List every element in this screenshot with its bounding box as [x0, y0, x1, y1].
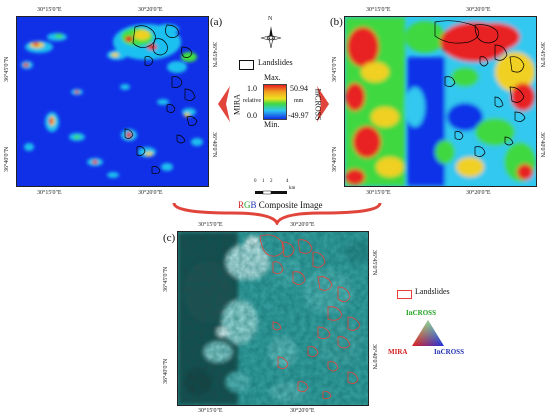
- lat-label-a1: 36°45'0"N: [4, 56, 10, 82]
- scale-bar-graphic: [255, 190, 287, 195]
- panel-b-label: (b): [330, 16, 343, 28]
- lat-label-b3: 36°45'0"N: [539, 42, 545, 68]
- colorbar-mm-min: -49.97: [288, 111, 309, 120]
- scale-1: 1: [262, 179, 265, 184]
- rgb-composite-map: [178, 232, 368, 405]
- landslide-legend-top: Landslides: [258, 58, 293, 67]
- north-letter: N: [268, 16, 273, 22]
- panel-c-label: (c): [163, 232, 176, 244]
- lat-label-a2: 36°40'0"N: [4, 146, 10, 172]
- rgb-triangle-icon: [412, 320, 444, 346]
- left-arrow-icon: [218, 86, 230, 122]
- left-arrow: [218, 86, 230, 127]
- left-method-label: MIRA: [232, 94, 242, 115]
- triangle-right-label: InCROSS: [434, 348, 464, 356]
- lat-label-c2: 36°40'0"N: [163, 358, 169, 384]
- rgb-triangle: [410, 318, 446, 353]
- landslide-swatch-top: [239, 60, 254, 70]
- scale-2: 2: [270, 179, 273, 184]
- mira-map: [17, 17, 208, 186]
- lat-label-b2: 36°40'0"N: [332, 146, 338, 172]
- colorbar-mm-max: 50.94: [290, 84, 308, 93]
- colorbar: [263, 84, 287, 120]
- composite-b: B: [250, 200, 257, 210]
- lat-label-b1: 36°45'0"N: [332, 56, 338, 82]
- lat-label-b4: 36°40'0"N: [539, 132, 545, 158]
- brace-icon: [172, 202, 382, 227]
- incross-map: [345, 17, 536, 186]
- landslide-legend-bottom: Landslides: [415, 287, 450, 296]
- composite-brace: [172, 201, 382, 230]
- lon-label-a4: 30°20'0"E: [138, 190, 163, 196]
- north-arrow-icon: [260, 26, 282, 49]
- lat-label-a3: 36°45'0"N: [211, 42, 217, 68]
- lon-label-b3: 30°15'0"E: [366, 190, 391, 196]
- lon-label-a1: 30°15'0"E: [37, 7, 62, 13]
- landslide-swatch-bottom: [397, 290, 412, 299]
- lon-label-c1: 30°15'0"E: [198, 222, 223, 228]
- lon-label-b2: 30°20'0"E: [466, 7, 491, 13]
- scale-4: 4: [286, 179, 289, 184]
- right-method-label: InCROSS: [313, 88, 323, 121]
- scale-0: 0: [254, 179, 257, 184]
- panel-a-label: (a): [210, 16, 223, 28]
- scale-unit: km: [289, 186, 296, 191]
- right-arrow: [317, 86, 329, 127]
- lat-label-a4: 36°40'0"N: [211, 132, 217, 158]
- lon-label-a2: 30°20'0"E: [138, 7, 163, 13]
- map-panel-b: [344, 16, 537, 187]
- triangle-left-label: MIRA: [388, 348, 408, 356]
- triangle-top-label: InCROSS: [406, 309, 436, 317]
- lon-label-a3: 30°15'0"E: [37, 190, 62, 196]
- lon-label-c2: 30°20'0"E: [290, 222, 315, 228]
- lat-label-c3: 36°45'0"N: [371, 250, 377, 276]
- right-arrow-icon: [317, 86, 329, 122]
- north-arrow: [257, 18, 285, 52]
- composite-title: RGB Composite Image: [238, 200, 323, 210]
- lat-label-c1: 36°45'0"N: [163, 266, 169, 292]
- map-panel-c: [177, 231, 369, 406]
- lat-label-c4: 36°40'0"N: [371, 344, 377, 370]
- colorbar-mm-label: mm: [294, 98, 304, 104]
- composite-rest: Composite Image: [256, 200, 323, 210]
- lon-label-c4: 30°20'0"E: [290, 408, 315, 414]
- colorbar-value-max: 1.0: [247, 84, 257, 93]
- composite-g: G: [244, 200, 251, 210]
- lon-label-c3: 30°15'0"E: [198, 408, 223, 414]
- colorbar-min: Min.: [264, 120, 280, 129]
- lon-label-b1: 30°15'0"E: [366, 7, 391, 13]
- colorbar-max: Max.: [264, 73, 281, 82]
- colorbar-value-min: 0.0: [247, 111, 257, 120]
- colorbar-relative-label: relative: [243, 98, 261, 104]
- map-panel-a: [16, 16, 209, 187]
- scale-bar: [255, 184, 305, 195]
- composite-r: R: [238, 200, 245, 210]
- lon-label-b4: 30°20'0"E: [466, 190, 491, 196]
